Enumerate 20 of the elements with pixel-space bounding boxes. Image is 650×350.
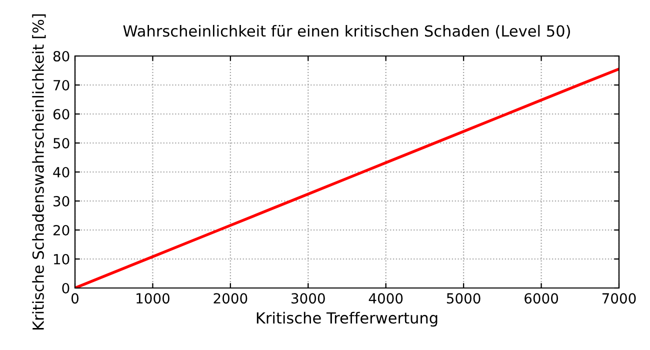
- x-axis-title: Kritische Trefferwertung: [256, 312, 438, 327]
- y-tick-label: 10: [54, 254, 70, 264]
- y-tick-label: 20: [53, 224, 70, 236]
- x-tick-label: 1000: [136, 293, 170, 304]
- y-tick-label: 70: [54, 80, 70, 90]
- x-tick-label: 6000: [524, 293, 558, 304]
- y-tick-label: 0: [62, 282, 70, 294]
- x-tick-label: 5000: [446, 293, 480, 304]
- x-tick-label: 3000: [292, 293, 325, 304]
- y-tick-label: 40: [53, 166, 70, 178]
- y-tick-label: 80: [53, 50, 70, 62]
- chart-title: Wahrscheinlichkeit für einen kritischen Schaden (Level 50): [123, 24, 570, 39]
- y-tick-label: 50: [54, 138, 70, 148]
- y-axis-title: Kritische Schadenswahrscheinlichkeit [%]: [32, 14, 46, 330]
- x-tick-label: 2000: [214, 293, 248, 304]
- x-tick-label: 4000: [368, 293, 403, 304]
- x-tick-label: 7000: [602, 293, 636, 304]
- y-tick-label: 30: [54, 196, 70, 206]
- y-tick-label: 60: [53, 108, 70, 120]
- x-tick-label: 0: [71, 293, 78, 304]
